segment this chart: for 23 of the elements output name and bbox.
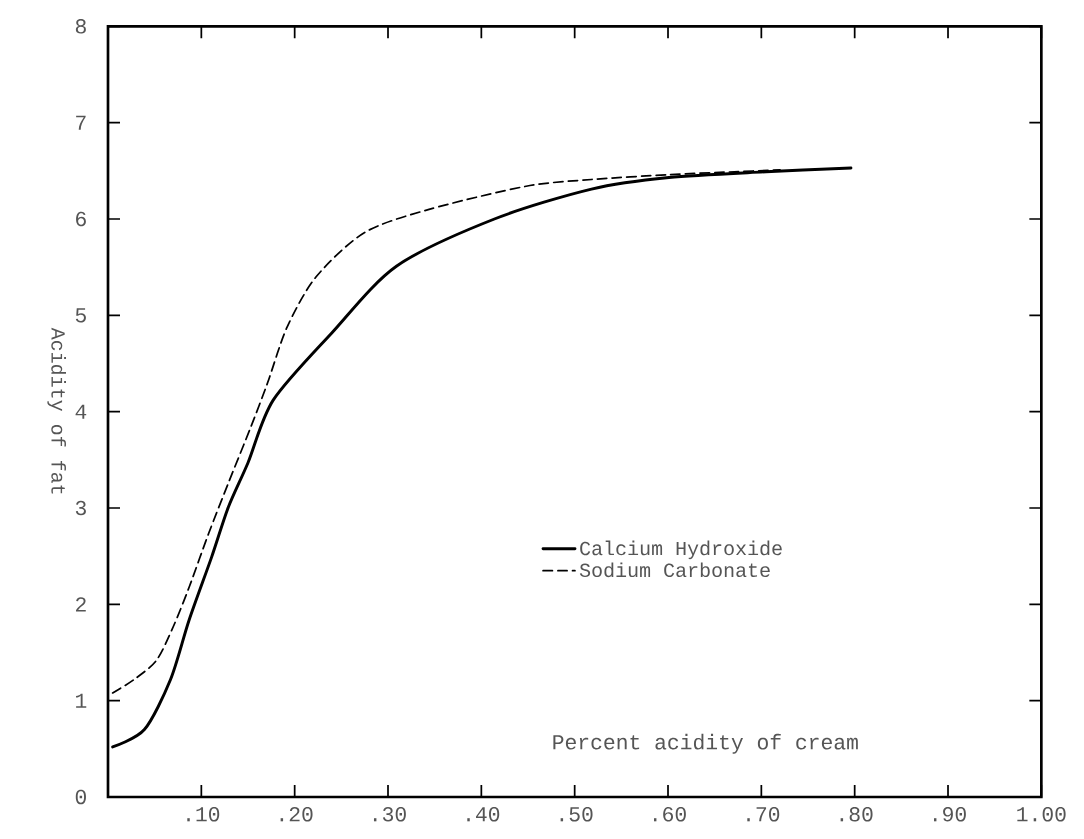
- x-tick-label: 1.00: [1017, 807, 1066, 822]
- y-tick-label: 1: [76, 693, 87, 708]
- x-tick-label: .60: [653, 807, 686, 822]
- y-tick-label: 2: [75, 597, 86, 612]
- y-tick-label: 6: [76, 211, 86, 227]
- x-tick-label: .10: [187, 807, 220, 822]
- x-tick-label: .90: [933, 807, 966, 822]
- x-axis-title: Percent acidity of cream: [553, 733, 858, 754]
- y-tick-label: 3: [75, 500, 86, 516]
- x-tick-label: .20: [280, 807, 313, 822]
- legend-label: Calcium Hydroxide: [580, 540, 782, 560]
- y-tick-label: 5: [75, 308, 86, 323]
- y-tick-label: 7: [76, 115, 86, 130]
- y-tick-label: 0: [75, 789, 86, 805]
- y-axis-title: Acidity of fat: [47, 327, 66, 494]
- x-tick-label: .40: [467, 807, 500, 822]
- y-tick-label: 8: [75, 19, 86, 34]
- legend-label: Sodium Carbonate: [579, 562, 770, 578]
- x-tick-label: .70: [747, 807, 780, 822]
- x-tick-label: .30: [373, 807, 406, 822]
- y-tick-label: 4: [75, 404, 87, 419]
- x-tick-label: .80: [840, 807, 873, 822]
- x-tick-label: .50: [560, 807, 593, 822]
